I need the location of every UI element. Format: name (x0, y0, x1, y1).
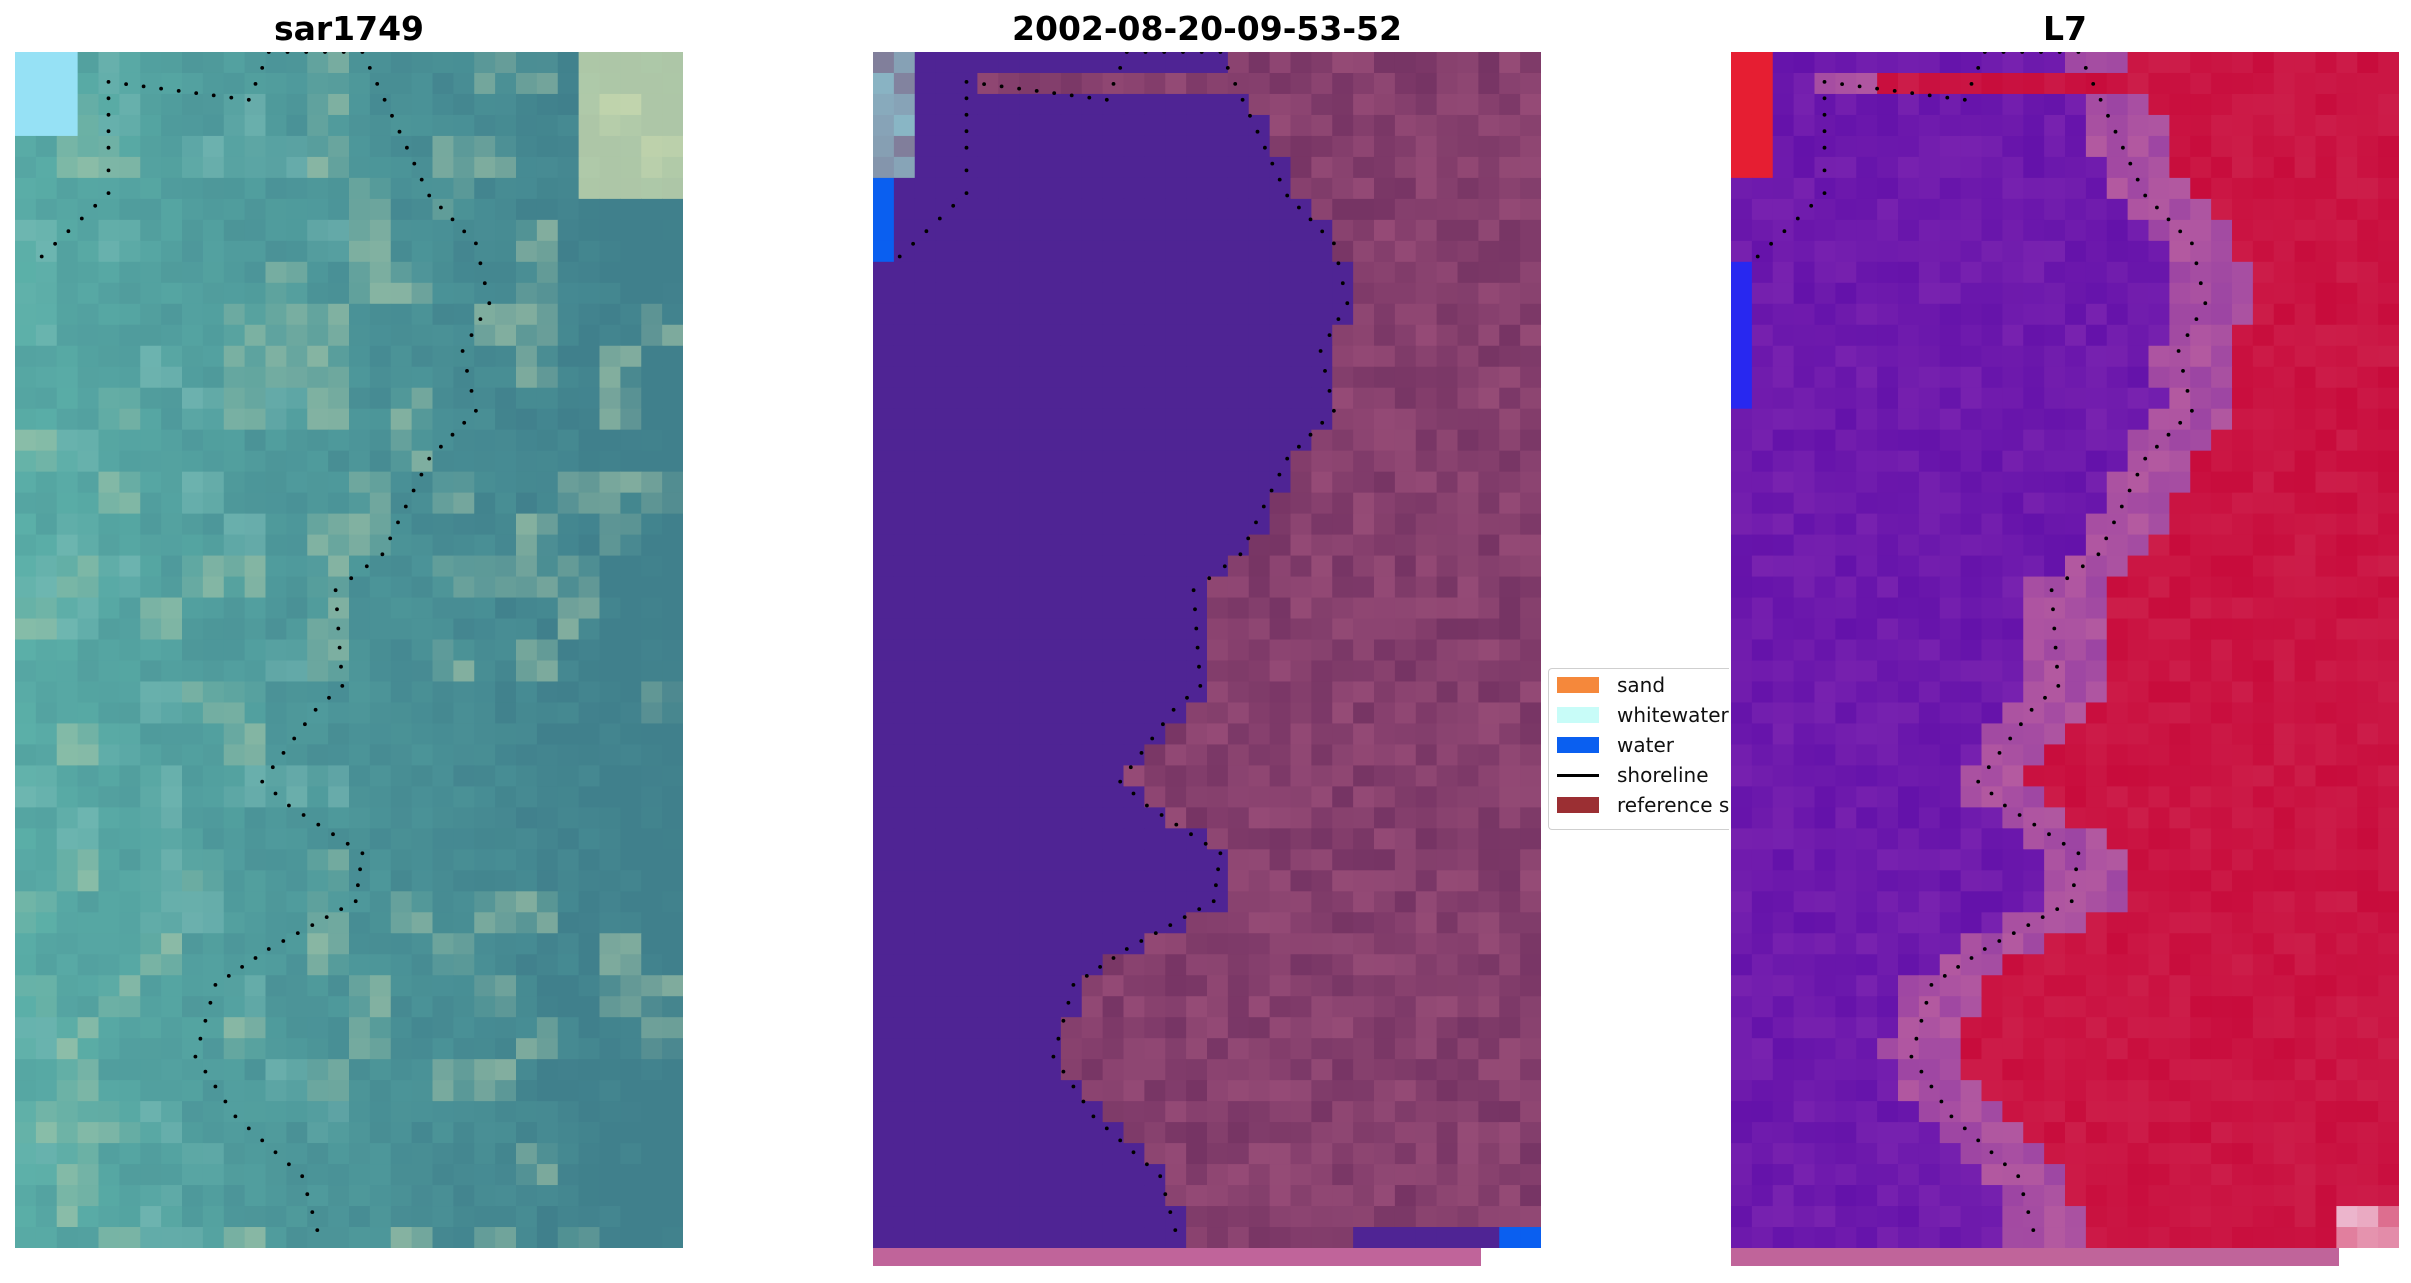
legend-label-reference: reference s (1617, 793, 1729, 817)
rgb-image-panel (15, 52, 683, 1248)
sand-swatch (1557, 677, 1599, 693)
shoreline-dots (1755, 52, 2208, 1232)
legend: sand whitewater water shoreline referenc… (1548, 668, 1729, 830)
index-bottom-strip (1731, 1248, 2339, 1266)
legend-label-water: water (1617, 733, 1674, 757)
legend-label-shoreline: shoreline (1617, 763, 1709, 787)
whitewater-swatch (1557, 707, 1599, 723)
legend-item-sand: sand (1557, 671, 1665, 699)
water-index-image (1731, 52, 2399, 1248)
legend-item-shoreline: shoreline (1557, 761, 1709, 789)
legend-label-sand: sand (1617, 673, 1666, 697)
title-panel-classified: 2002-08-20-09-53-52 (1012, 9, 1402, 48)
water-swatch (1557, 737, 1599, 753)
classified-bottom-strip (873, 1248, 1481, 1266)
shoreline-dots (39, 52, 492, 1232)
legend-label-whitewater: whitewater (1617, 703, 1729, 727)
classified-image (873, 52, 1541, 1248)
reference-swatch (1557, 797, 1599, 813)
index-image-panel (1731, 52, 2399, 1248)
legend-item-water: water (1557, 731, 1674, 759)
classified-image-panel (873, 52, 1541, 1248)
title-panel-rgb: sar1749 (273, 9, 425, 48)
legend-item-reference: reference s (1557, 791, 1729, 819)
legend-item-whitewater: whitewater (1557, 701, 1729, 729)
shoreline-line-symbol (1557, 773, 1599, 777)
title-panel-index: L7 (2043, 9, 2087, 48)
rgb-image (15, 52, 683, 1248)
shoreline-dots (897, 52, 1350, 1232)
